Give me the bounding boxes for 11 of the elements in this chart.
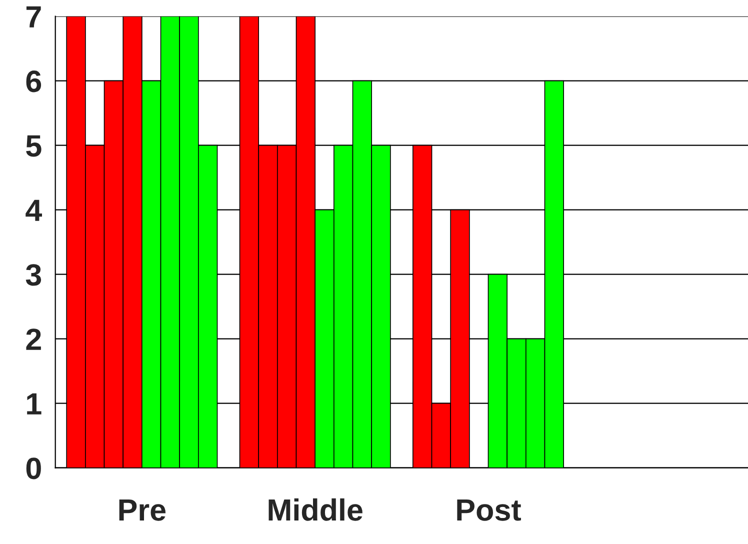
y-tick-label: 0 <box>26 458 41 480</box>
y-tick-label: 6 <box>26 70 42 92</box>
y-tick-label: 3 <box>26 264 42 286</box>
y-tick-label: 4 <box>26 200 42 221</box>
x-tick-label: Middle <box>268 498 362 521</box>
y-tick-label: 5 <box>26 135 42 157</box>
y-tick-label: 1 <box>27 393 42 414</box>
y-tick-label: 2 <box>26 328 41 350</box>
x-tick-label: Post <box>457 500 521 521</box>
x-tick-label: Pre <box>119 500 166 521</box>
y-tick-label: 7 <box>26 6 41 28</box>
